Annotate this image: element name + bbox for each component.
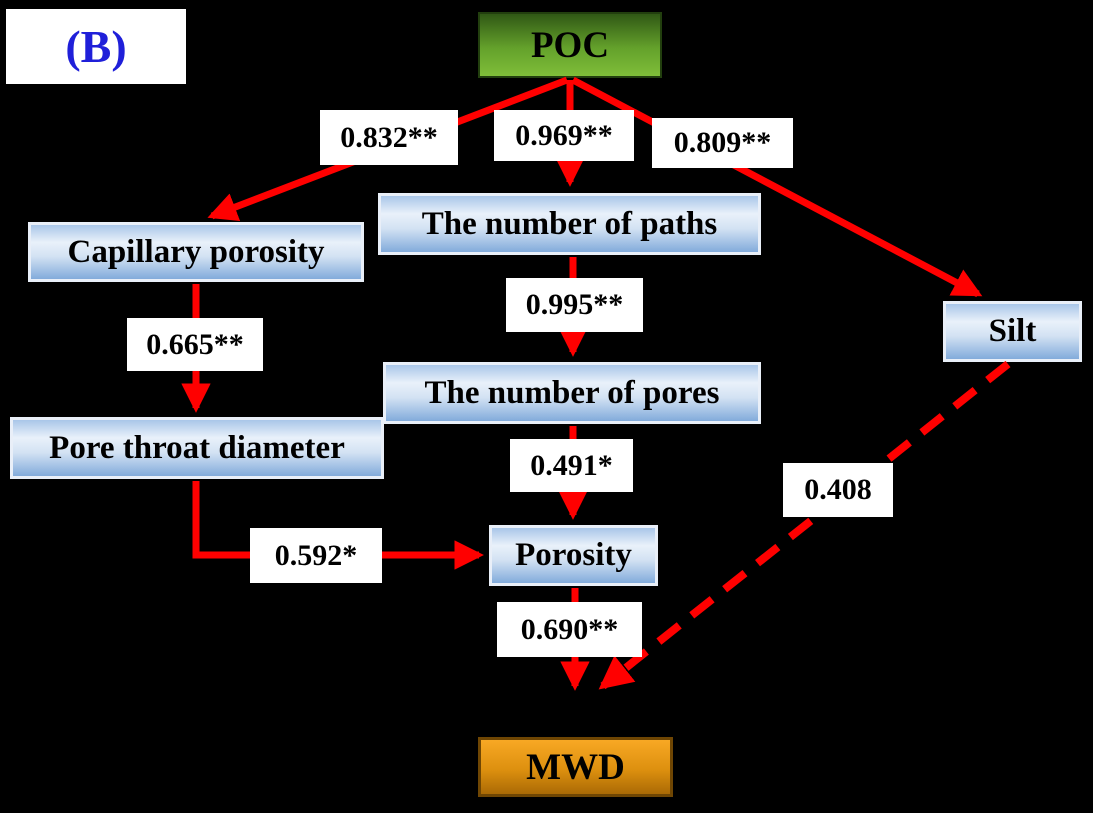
edge-label-poc-capillary: 0.832** [320, 110, 458, 165]
node-porosity: Porosity [489, 525, 658, 586]
edge-label-capillary-throat: 0.665** [127, 318, 263, 371]
node-mwd: MWD [478, 737, 673, 797]
node-capillary-porosity: Capillary porosity [28, 222, 364, 282]
edge-label-paths-pores: 0.995** [506, 278, 643, 332]
edge-label-poc-silt: 0.809** [652, 118, 793, 168]
node-pore-throat-diameter: Pore throat diameter [10, 417, 384, 479]
node-silt: Silt [943, 301, 1082, 362]
edge-label-silt-mwd: 0.408 [783, 463, 893, 517]
edge-label-pores-porosity: 0.491* [510, 439, 633, 492]
arrow-poc-to-silt [571, 76, 983, 298]
node-number-of-paths: The number of paths [378, 193, 761, 255]
panel-label: (B) [6, 9, 186, 84]
edge-label-poc-paths: 0.969** [494, 110, 634, 161]
node-number-of-pores: The number of pores [383, 362, 761, 424]
edge-label-throat-porosity: 0.592* [250, 528, 382, 583]
edge-label-porosity-mwd: 0.690** [497, 602, 642, 657]
node-poc: POC [478, 12, 662, 78]
arrow-pore-throat-to-porosity [192, 481, 484, 570]
arrow-silt-to-mwd-dashed [598, 360, 1011, 690]
